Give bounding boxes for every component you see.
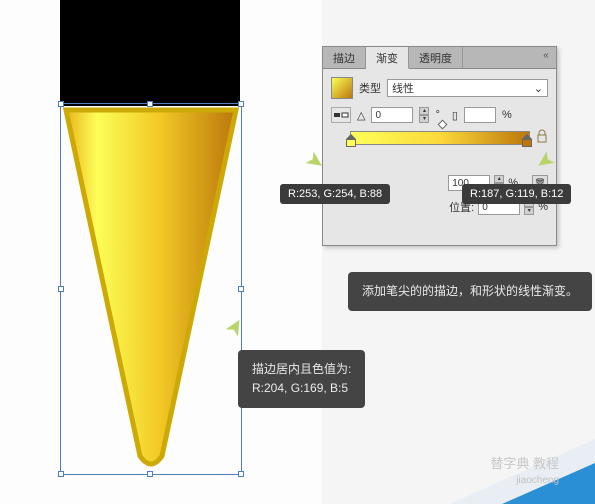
artboard [0,0,322,504]
type-value: 线性 [392,80,414,96]
panel-collapse-icon[interactable]: « [540,50,552,62]
chevron-down-icon: ⌄ [534,82,543,95]
right-stop-rgb-callout: R:187, G:119, B:12 [462,184,571,204]
instruction-callout: 添加笔尖的的描边，和形状的线性渐变。 [348,272,592,311]
aspect-input[interactable] [464,107,496,123]
selection-bbox[interactable] [60,103,242,475]
tab-stroke[interactable]: 描边 [323,47,366,68]
angle-symbol: △ [357,109,365,122]
angle-input[interactable]: 0 [371,107,413,123]
gradient-swatch[interactable] [331,77,353,99]
stroke-note-line2: R:204, G:169, B:5 [252,379,351,398]
aspect-icon: ▯ [452,109,458,122]
lock-icon [536,129,548,143]
gradient-stops-track [350,147,530,165]
gradient-ramp[interactable] [350,131,530,145]
watermark-sub: jiaocheng [516,475,559,486]
aspect-unit: % [502,109,512,121]
type-label: 类型 [359,80,381,96]
spinner-down-icon[interactable]: ▾ [419,115,429,123]
gradient-stop-left[interactable] [346,147,356,159]
gradient-stop-right[interactable] [522,147,532,159]
watermark-text: 替字典 教程 [490,453,559,472]
panel-tabs: 描边 渐变 透明度 [323,47,556,69]
stroke-note-line1: 描边居内且色值为: [252,360,351,379]
pencil-body-rect[interactable] [60,0,240,106]
angle-unit: ° [435,109,439,121]
angle-spinner[interactable]: ▴ ▾ [419,107,429,123]
tab-gradient[interactable]: 渐变 [366,47,409,69]
reverse-gradient-icon[interactable] [331,107,351,123]
left-stop-rgb-callout: R:253, G:254, B:88 [280,184,390,204]
stroke-note-callout: 描边居内且色值为: R:204, G:169, B:5 [238,350,365,408]
gradient-type-dropdown[interactable]: 线性 ⌄ [387,79,548,97]
spinner-up-icon[interactable]: ▴ [419,107,429,115]
gradient-panel: « 描边 渐变 透明度 类型 线性 ⌄ △ 0 ▴ ▾ ° ▯ [322,46,557,246]
tab-transparency[interactable]: 透明度 [409,47,463,68]
